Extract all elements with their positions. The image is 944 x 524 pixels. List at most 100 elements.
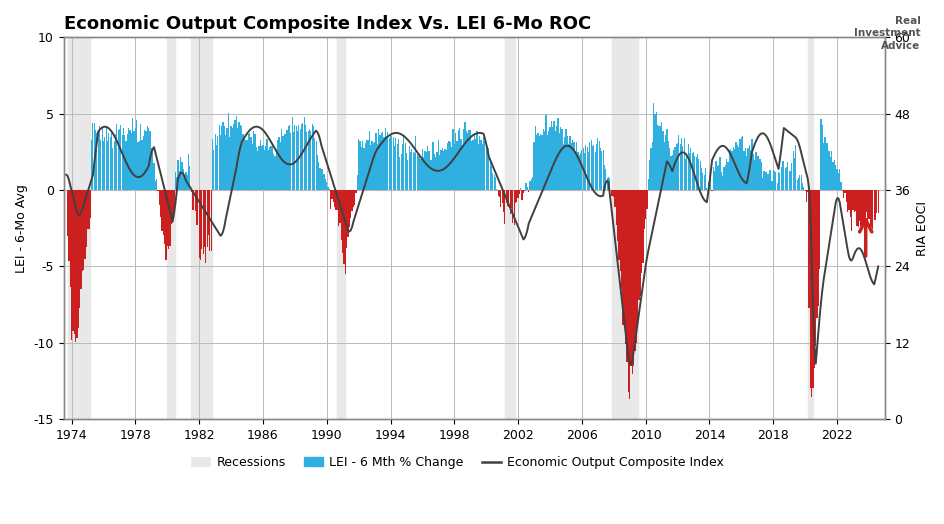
Bar	[612, 190, 613, 195]
Bar	[337, 37, 346, 419]
Bar	[690, 148, 691, 190]
Bar	[726, 159, 727, 190]
Bar	[829, 151, 830, 190]
Bar	[670, 156, 671, 190]
Bar	[835, 165, 836, 190]
Bar	[167, 37, 176, 419]
Bar	[152, 151, 153, 190]
Bar	[700, 168, 702, 190]
Bar	[754, 160, 755, 190]
Bar	[503, 190, 504, 212]
Bar	[438, 139, 439, 190]
Bar	[856, 190, 857, 226]
Bar	[70, 190, 71, 287]
Bar	[859, 190, 860, 221]
Bar	[850, 190, 851, 217]
Bar	[254, 134, 256, 190]
Bar	[249, 133, 250, 190]
Bar	[449, 142, 451, 190]
Bar	[384, 128, 386, 190]
Bar	[680, 144, 681, 190]
Bar	[459, 128, 461, 190]
Bar	[126, 134, 128, 190]
Bar	[334, 190, 335, 207]
Bar	[302, 123, 303, 190]
Bar	[380, 133, 381, 190]
Bar	[393, 137, 394, 190]
Bar	[187, 174, 188, 190]
Bar	[136, 121, 137, 190]
Bar	[363, 148, 364, 190]
Bar	[286, 130, 288, 190]
Bar	[527, 187, 528, 190]
Bar	[434, 154, 435, 190]
Bar	[563, 144, 564, 190]
Bar	[511, 190, 512, 208]
Bar	[119, 129, 120, 190]
Bar	[474, 134, 475, 190]
Bar	[755, 152, 756, 190]
Bar	[683, 138, 684, 190]
Bar	[596, 144, 598, 190]
Bar	[669, 148, 670, 190]
Bar	[697, 154, 699, 190]
Bar	[506, 190, 507, 203]
Bar	[278, 137, 279, 190]
Bar	[719, 157, 720, 190]
Bar	[852, 190, 853, 210]
Bar	[712, 190, 713, 191]
Bar	[686, 152, 687, 190]
Bar	[149, 131, 151, 190]
Legend: Recessions, LEI - 6 Mth % Change, Economic Output Composite Index: Recessions, LEI - 6 Mth % Change, Econom…	[186, 451, 730, 474]
Bar	[175, 172, 176, 190]
Bar	[265, 146, 266, 190]
Bar	[369, 131, 370, 190]
Bar	[373, 143, 374, 190]
Bar	[632, 190, 633, 374]
Bar	[196, 190, 197, 225]
Bar	[676, 144, 677, 190]
Bar	[243, 134, 244, 190]
Bar	[564, 137, 565, 190]
Bar	[479, 136, 480, 190]
Bar	[843, 190, 844, 198]
Bar	[824, 137, 826, 190]
Bar	[519, 190, 520, 194]
Bar	[543, 129, 544, 190]
Bar	[125, 135, 126, 190]
Text: Economic Output Composite Index Vs. LEI 6-Mo ROC: Economic Output Composite Index Vs. LEI …	[63, 15, 591, 33]
Bar	[418, 156, 419, 190]
Bar	[226, 135, 227, 190]
Bar	[562, 129, 563, 190]
Bar	[605, 169, 606, 190]
Bar	[774, 171, 775, 190]
Bar	[120, 125, 122, 190]
Bar	[878, 190, 879, 213]
Bar	[803, 187, 804, 190]
Bar	[128, 128, 129, 190]
Bar	[787, 162, 788, 190]
Bar	[555, 131, 556, 190]
Bar	[722, 177, 723, 190]
Bar	[657, 125, 658, 190]
Bar	[557, 118, 559, 190]
Bar	[739, 139, 741, 190]
Bar	[129, 130, 130, 190]
Bar	[425, 150, 426, 190]
Bar	[131, 133, 132, 190]
Bar	[345, 190, 346, 274]
Bar	[446, 150, 447, 190]
Bar	[76, 190, 77, 338]
Bar	[504, 190, 505, 224]
Bar	[314, 138, 315, 190]
Bar	[621, 190, 622, 289]
Bar	[143, 136, 144, 190]
Bar	[759, 159, 761, 190]
Bar	[517, 190, 518, 198]
Bar	[106, 127, 107, 190]
Bar	[819, 190, 820, 269]
Bar	[514, 190, 516, 203]
Bar	[201, 190, 202, 249]
Bar	[620, 190, 621, 270]
Bar	[687, 145, 689, 190]
